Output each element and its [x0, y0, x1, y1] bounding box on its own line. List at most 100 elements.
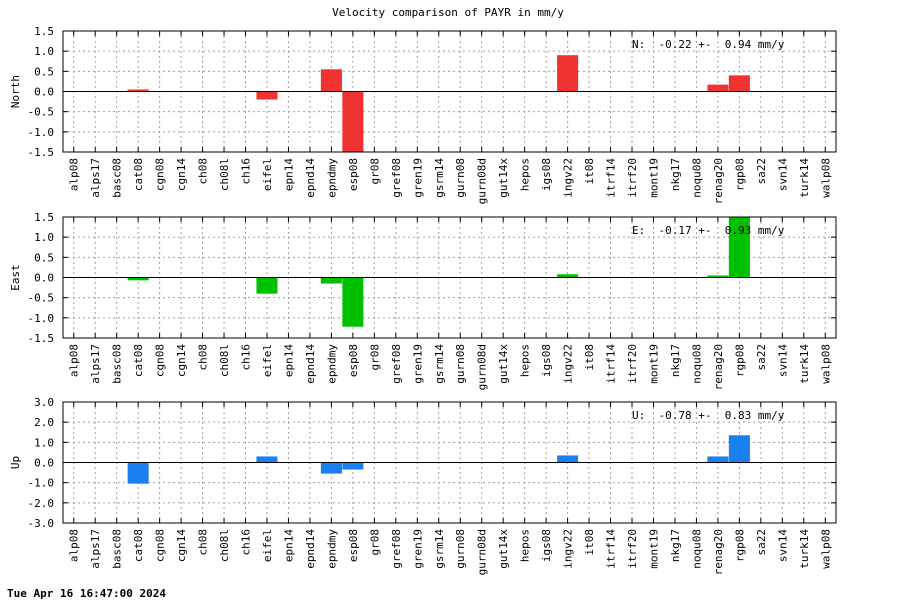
x-tick-label: alp08 [68, 529, 81, 562]
x-tick-label: epndmy [325, 158, 338, 198]
y-tick-label: 0.0 [34, 86, 54, 99]
plot-frame [62, 30, 837, 153]
x-tick-label: gren19 [411, 344, 424, 384]
bar-east-renag20 [707, 275, 729, 278]
x-tick-label: gurn08d [476, 529, 489, 575]
y-tick-label: 3.0 [34, 396, 54, 409]
timestamp-footer: Tue Apr 16 16:47:00 2024 [7, 587, 166, 600]
x-tick-label: epn14 [282, 344, 295, 377]
x-tick-label: nkg17 [669, 344, 682, 377]
bar-north-ingv22 [557, 55, 579, 92]
x-tick-label: turk14 [798, 344, 811, 384]
y-tick-label: 0.5 [34, 251, 54, 264]
x-tick-label: gurn08 [454, 529, 467, 569]
x-tick-label: it08 [583, 529, 596, 556]
x-tick-label: turk14 [798, 158, 811, 198]
x-tick-label: ch08 [197, 158, 210, 185]
x-tick-label: epnd14 [304, 158, 317, 198]
x-tick-label: alp08 [68, 344, 81, 377]
x-tick-label: cat08 [132, 344, 145, 377]
y-tick-label: -1.5 [28, 332, 55, 345]
x-tick-label: hepos [519, 344, 532, 377]
y-tick-label: -1.0 [28, 477, 55, 490]
x-tick-label: gurn08 [454, 158, 467, 198]
x-tick-label: alps17 [89, 529, 102, 569]
y-tick-label: -0.5 [28, 292, 55, 305]
bar-east-epndmy [320, 277, 342, 284]
x-tick-label: gurn08d [476, 344, 489, 390]
x-tick-label: ch08l [218, 529, 231, 562]
x-tick-label: ch08l [218, 158, 231, 191]
x-tick-label: gurn08 [454, 344, 467, 384]
y-tick-label: -1.0 [28, 126, 55, 139]
x-tick-label: it08 [583, 158, 596, 185]
bar-north-eifel [256, 91, 278, 100]
y-tick-label: 0.0 [34, 457, 54, 470]
x-tick-label: ingv22 [562, 344, 575, 384]
x-tick-label: noqu08 [690, 158, 703, 198]
y-tick-label: 1.0 [34, 436, 54, 449]
stats-annotation: N: -0.22 +- 0.94 mm/y [632, 38, 785, 51]
x-tick-label: ch16 [240, 158, 253, 185]
bar-north-esp08 [342, 91, 364, 152]
bar-up-epndmy [320, 462, 342, 474]
x-tick-label: walp08 [819, 529, 832, 569]
x-tick-label: eifel [261, 529, 274, 562]
y-tick-label: 1.0 [34, 45, 54, 58]
x-tick-label: basc08 [111, 529, 124, 569]
x-tick-label: gurn08d [476, 158, 489, 204]
x-tick-label: gr08 [368, 529, 381, 556]
y-tick-label: 0.5 [34, 65, 54, 78]
bar-up-cat08 [127, 462, 149, 484]
x-tick-label: walp08 [819, 158, 832, 198]
x-tick-label: epn14 [282, 529, 295, 562]
x-tick-label: ch16 [240, 529, 253, 556]
y-axis-label: Up [9, 456, 22, 469]
bar-east-cat08 [127, 277, 149, 281]
x-tick-label: itrf20 [626, 344, 639, 384]
x-tick-label: epnd14 [304, 344, 317, 384]
y-tick-label: 1.5 [34, 25, 54, 38]
stats-annotation: E: -0.17 +- 0.93 mm/y [632, 224, 785, 237]
x-tick-label: hepos [519, 158, 532, 191]
x-tick-label: itrf14 [605, 529, 618, 569]
x-tick-label: epndmy [325, 529, 338, 569]
plot-frame [62, 401, 837, 524]
x-tick-label: cgn08 [154, 529, 167, 562]
x-tick-label: igs08 [540, 529, 553, 562]
x-tick-label: ingv22 [562, 158, 575, 198]
x-tick-label: basc08 [111, 158, 124, 198]
bar-north-cat08 [127, 89, 149, 92]
x-tick-label: cgn14 [175, 344, 188, 377]
x-tick-label: cat08 [132, 529, 145, 562]
x-tick-label: hepos [519, 529, 532, 562]
x-tick-label: basc08 [111, 344, 124, 384]
x-tick-label: esp08 [347, 158, 360, 191]
bar-up-esp08 [342, 462, 364, 470]
x-tick-label: gref08 [390, 344, 403, 384]
x-tick-label: noqu08 [690, 529, 703, 569]
x-tick-label: svn14 [776, 344, 789, 377]
x-tick-label: ch16 [240, 344, 253, 371]
x-tick-label: rgp08 [733, 344, 746, 377]
x-tick-label: gren19 [411, 529, 424, 569]
y-tick-label: -0.5 [28, 106, 55, 119]
bar-east-esp08 [342, 277, 364, 327]
panel-up: 3.0 2.0 1.0 0.0 -1.0 -2.0 -3.0 Up U: -0.78 +- 0.… [9, 396, 837, 575]
x-tick-label: esp08 [347, 529, 360, 562]
x-tick-label: rgp08 [733, 529, 746, 562]
x-tick-label: itrf14 [605, 158, 618, 198]
panel-north: 1.5 1.0 0.5 0.0 -0.5 -1.0 -1.5 North N: -0.22 +-… [9, 25, 837, 204]
x-tick-label: alps17 [89, 344, 102, 384]
y-tick-label: -1.0 [28, 312, 55, 325]
x-tick-label: mont19 [647, 158, 660, 198]
x-tick-label: renag20 [712, 344, 725, 390]
y-tick-label: 0.0 [34, 272, 54, 285]
x-tick-label: gr08 [368, 344, 381, 371]
x-tick-label: itrf20 [626, 529, 639, 569]
x-tick-label: turk14 [798, 529, 811, 569]
x-tick-label: ingv22 [562, 529, 575, 569]
x-tick-label: mont19 [647, 344, 660, 384]
x-tick-label: alp08 [68, 158, 81, 191]
